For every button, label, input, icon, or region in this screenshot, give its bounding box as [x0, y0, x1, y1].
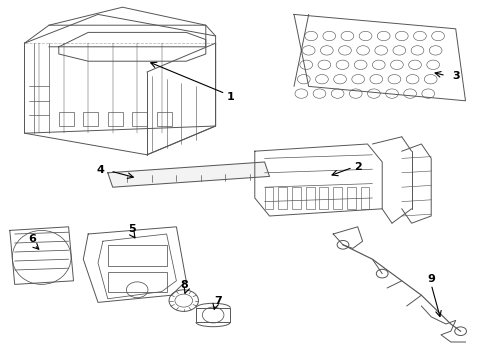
Polygon shape — [108, 162, 270, 187]
Bar — [306, 187, 315, 209]
Bar — [59, 112, 74, 126]
Text: 3: 3 — [452, 71, 460, 81]
Bar — [265, 187, 273, 209]
Text: 9: 9 — [427, 274, 435, 284]
Bar — [157, 112, 172, 126]
Bar — [132, 112, 147, 126]
Bar — [361, 187, 369, 209]
Text: 5: 5 — [128, 224, 136, 234]
Text: 7: 7 — [214, 296, 222, 306]
Bar — [108, 245, 167, 266]
Bar — [292, 187, 301, 209]
Text: 6: 6 — [28, 234, 36, 244]
Bar — [108, 112, 122, 126]
Text: 4: 4 — [97, 165, 104, 175]
Bar — [333, 187, 342, 209]
Bar — [83, 112, 98, 126]
Bar — [347, 187, 356, 209]
Bar — [108, 272, 167, 292]
Text: 1: 1 — [226, 92, 234, 102]
Bar — [278, 187, 287, 209]
Text: 2: 2 — [354, 162, 362, 172]
Text: 8: 8 — [180, 280, 188, 291]
Bar — [319, 187, 328, 209]
